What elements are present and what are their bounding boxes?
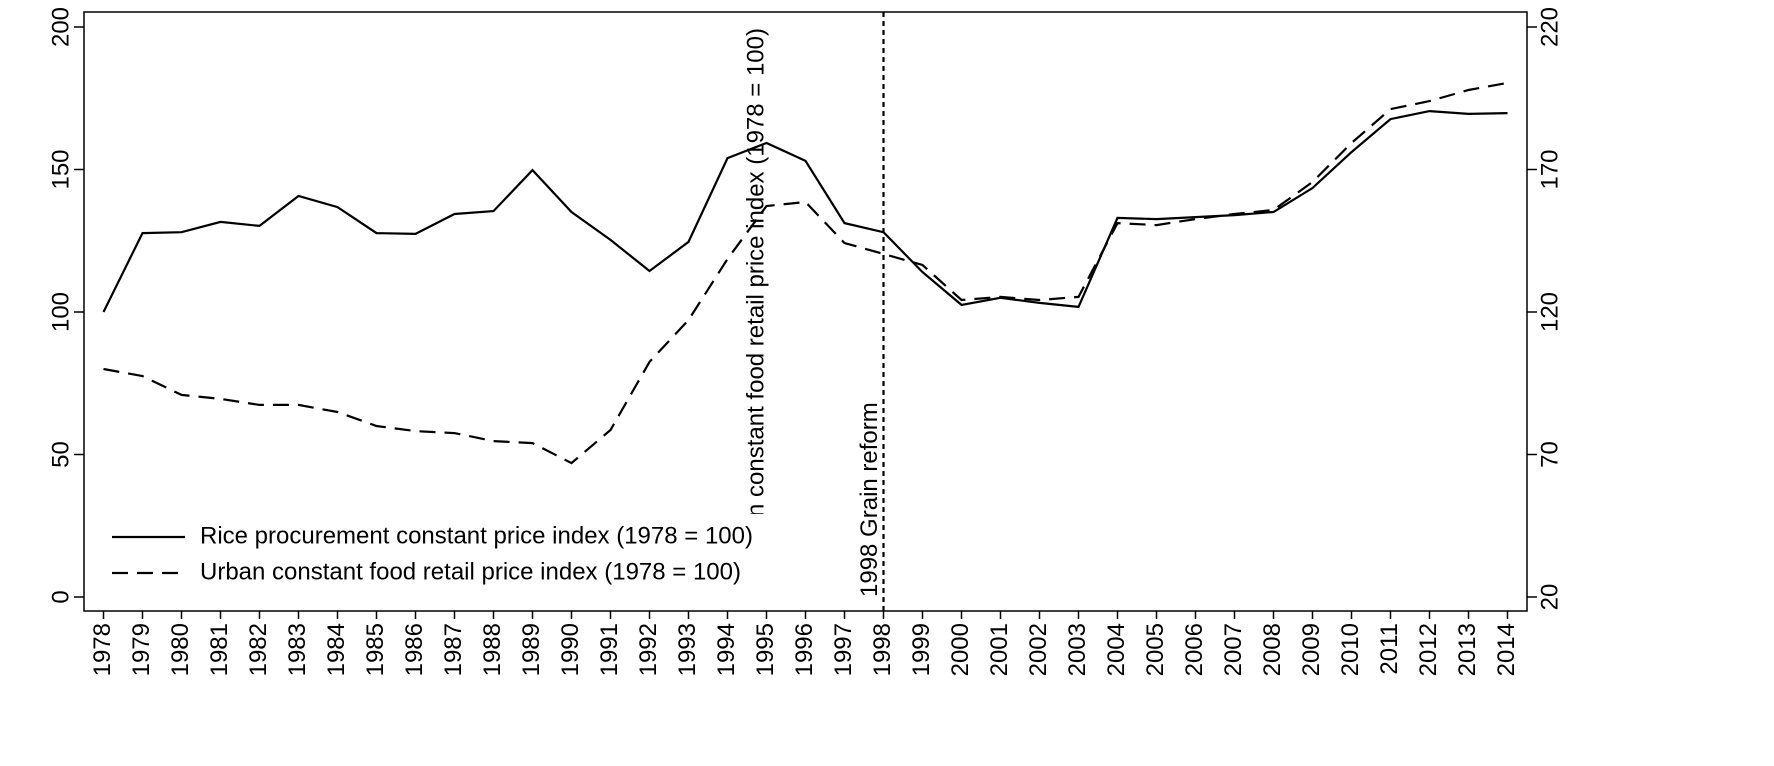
- legend: Rice procurement constant price index (1…: [98, 514, 798, 596]
- x-tick-label: 1985: [362, 623, 389, 676]
- y2-axis-label: Urban constant food retail price index (…: [742, 28, 769, 569]
- x-tick-label: 1981: [206, 623, 233, 676]
- series-line: [103, 81, 1508, 465]
- x-tick-label: 1983: [284, 623, 311, 676]
- legend-box: [98, 514, 798, 596]
- y-tick-label: 200: [47, 7, 74, 47]
- legend-label: Rice procurement constant price index (1…: [200, 522, 753, 549]
- y2-tick-label: 220: [1536, 7, 1563, 47]
- x-tick-label: 2010: [1337, 623, 1364, 676]
- x-tick-label: 1989: [518, 623, 545, 676]
- x-tick-label: 2014: [1493, 623, 1520, 676]
- x-tick-label: 1997: [830, 623, 857, 676]
- x-tick-label: 2000: [947, 623, 974, 676]
- x-tick-label: 2012: [1415, 623, 1442, 676]
- series-line: [102, 109, 1508, 313]
- x-tick-label: 2011: [1376, 623, 1403, 675]
- x-tick-label: 2009: [1298, 623, 1325, 676]
- x-tick-label: 1996: [791, 623, 818, 676]
- y2-tick-label: 70: [1536, 441, 1563, 468]
- y2-tick-label: 20: [1536, 584, 1563, 611]
- y-tick-label: 150: [47, 149, 74, 189]
- x-tick-label: 1995: [752, 623, 779, 676]
- y-tick-label: 50: [47, 441, 74, 468]
- x-tick-label: 1986: [401, 623, 428, 676]
- x-tick-label: 2005: [1142, 623, 1169, 676]
- x-tick-label: 2002: [1025, 623, 1052, 676]
- x-tick-label: 2004: [1103, 623, 1130, 676]
- y-tick-label: 0: [47, 590, 74, 603]
- y2-tick-label: 120: [1536, 292, 1563, 332]
- legend-label: Urban constant food retail price index (…: [200, 558, 741, 585]
- x-tick-label: 1994: [713, 623, 740, 676]
- x-tick-label: 1991: [596, 623, 623, 676]
- y2-tick-label: 170: [1536, 149, 1563, 189]
- x-tick-label: 1979: [128, 623, 155, 676]
- x-tick-label: 1978: [89, 623, 116, 676]
- x-tick-label: 1990: [557, 623, 584, 676]
- x-tick-label: 1999: [908, 623, 935, 676]
- x-tick-label: 2008: [1259, 623, 1286, 676]
- x-tick-label: 1993: [674, 623, 701, 676]
- x-tick-label: 2003: [1064, 623, 1091, 676]
- x-tick-label: 1992: [635, 623, 662, 676]
- x-tick-label: 1980: [167, 623, 194, 676]
- x-tick-label: 2007: [1220, 623, 1247, 676]
- x-tick-label: 2006: [1181, 623, 1208, 676]
- annotation: 1998 Grain reform: [856, 402, 883, 597]
- y-tick-label: 100: [47, 292, 74, 332]
- x-tick-label: 1984: [323, 623, 350, 676]
- x-tick-label: 2013: [1454, 623, 1481, 676]
- x-tick-label: 1988: [479, 623, 506, 676]
- x-tick-label: 1982: [245, 623, 272, 676]
- x-tick-label: 1987: [440, 623, 467, 676]
- x-tick-label: 1998: [869, 623, 896, 676]
- x-tick-label: 2001: [986, 623, 1013, 676]
